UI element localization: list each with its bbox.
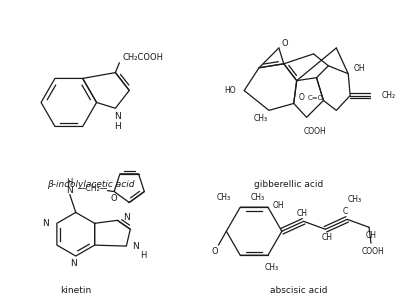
Text: gibberellic acid: gibberellic acid: [254, 180, 323, 189]
Text: kinetin: kinetin: [60, 286, 91, 295]
Text: N: N: [70, 260, 77, 268]
Text: CH₃: CH₃: [265, 263, 279, 272]
Text: N: N: [132, 242, 139, 250]
Text: OH: OH: [273, 201, 284, 210]
Text: CH₂: CH₂: [382, 91, 396, 100]
Text: β-indolylacetic acid: β-indolylacetic acid: [47, 180, 134, 189]
Text: COOH: COOH: [362, 247, 384, 256]
Text: CH₃: CH₃: [254, 114, 268, 123]
Text: —CH₂—: —CH₂—: [79, 184, 108, 193]
Text: N: N: [123, 213, 130, 222]
Text: N: N: [66, 186, 73, 195]
Text: C: C: [343, 207, 348, 216]
Text: CH₂COOH: CH₂COOH: [123, 53, 164, 62]
Text: H: H: [114, 122, 121, 130]
Text: CH: CH: [296, 209, 307, 218]
Text: O: O: [299, 93, 304, 102]
Text: O: O: [211, 247, 218, 256]
Text: C=O: C=O: [308, 95, 324, 101]
Text: COOH: COOH: [303, 127, 326, 136]
Text: HO: HO: [225, 86, 236, 95]
Text: CH: CH: [366, 231, 376, 240]
Text: CH₃: CH₃: [216, 193, 230, 202]
Text: N: N: [42, 219, 49, 228]
Text: CH₃: CH₃: [348, 195, 362, 204]
Text: O: O: [111, 194, 118, 203]
Text: N: N: [114, 112, 121, 121]
Text: O: O: [282, 40, 288, 49]
Text: H: H: [67, 178, 73, 187]
Text: CH₃: CH₃: [250, 193, 264, 202]
Text: CH: CH: [322, 233, 333, 242]
Text: OH: OH: [353, 64, 365, 73]
Text: abscisic acid: abscisic acid: [270, 286, 328, 295]
Text: H: H: [140, 250, 146, 260]
